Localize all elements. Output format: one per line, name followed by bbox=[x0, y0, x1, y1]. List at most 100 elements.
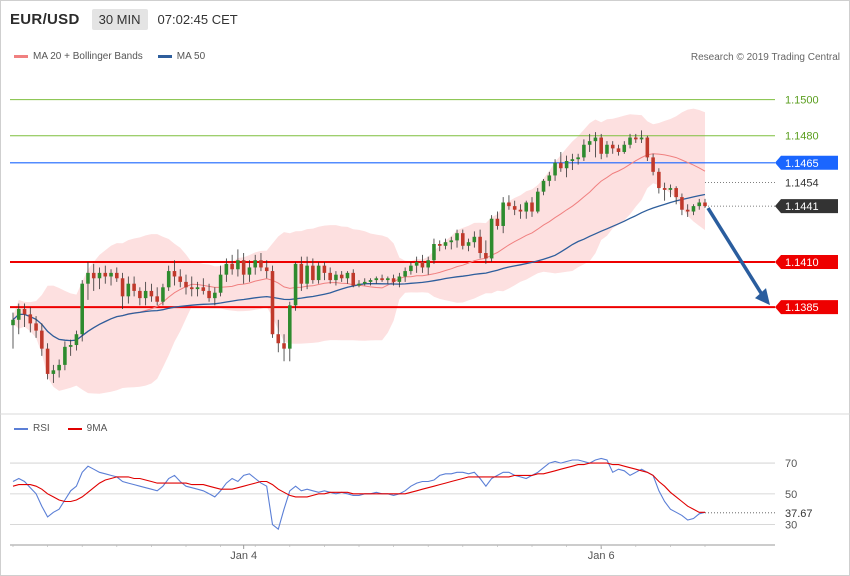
candle-body bbox=[63, 346, 67, 365]
candle-body bbox=[195, 287, 200, 290]
candle-body bbox=[685, 209, 690, 212]
candle-body bbox=[559, 162, 563, 169]
copyright-label: Research © 2019 Trading Central bbox=[690, 52, 840, 63]
candle-body bbox=[420, 262, 425, 268]
candle-body bbox=[553, 162, 557, 176]
candle-body bbox=[334, 274, 338, 281]
candle-body bbox=[120, 278, 125, 297]
candle-body bbox=[461, 233, 465, 246]
candle-body bbox=[489, 218, 494, 259]
candle-body bbox=[276, 334, 281, 344]
candle-body bbox=[155, 296, 159, 302]
last-price-label: 1.1441 bbox=[785, 201, 819, 213]
candle-body bbox=[391, 278, 396, 282]
candle-body bbox=[247, 267, 252, 275]
candle-body bbox=[103, 272, 108, 277]
bollinger-band-area bbox=[13, 108, 705, 394]
candle-body bbox=[45, 348, 50, 374]
resistance-label: 1.1500 bbox=[785, 95, 819, 107]
candle-body bbox=[270, 271, 275, 335]
legend-9ma-label: 9MA bbox=[86, 423, 108, 434]
candle-body bbox=[495, 218, 500, 226]
candle-body bbox=[207, 290, 211, 299]
candle-body bbox=[311, 265, 315, 281]
legend-ma20-label: MA 20 + Bollinger Bands bbox=[33, 51, 143, 62]
candle-body bbox=[582, 144, 586, 158]
candle-body bbox=[409, 265, 413, 272]
support-label: 1.1385 bbox=[785, 302, 819, 314]
candle-body bbox=[639, 137, 644, 140]
candle-body bbox=[86, 272, 90, 284]
rsi-legend: RSI 9MA bbox=[14, 423, 125, 434]
candle-body bbox=[91, 272, 96, 279]
candle-body bbox=[97, 272, 102, 279]
candle-body bbox=[564, 161, 569, 169]
candle-body bbox=[576, 157, 580, 160]
legend-item-ma20: MA 20 + Bollinger Bands bbox=[14, 51, 143, 62]
candle-body bbox=[455, 233, 459, 241]
candle-body bbox=[322, 265, 327, 273]
candle-body bbox=[259, 260, 263, 268]
candle-body bbox=[264, 267, 269, 272]
candle-body bbox=[166, 271, 171, 288]
candle-body bbox=[501, 202, 505, 226]
candle-body bbox=[512, 206, 517, 210]
support-tag bbox=[775, 255, 838, 270]
candle-body bbox=[230, 263, 234, 270]
support-label: 1.1410 bbox=[785, 257, 819, 269]
legend-item-9ma: 9MA bbox=[67, 423, 108, 434]
candle-body bbox=[472, 236, 477, 243]
symbol-label: EUR/USD bbox=[10, 10, 80, 28]
time-tick-label: Jan 4 bbox=[230, 550, 257, 562]
candle-body bbox=[449, 240, 454, 243]
candle-body bbox=[351, 272, 356, 286]
candle-body bbox=[189, 287, 194, 290]
candle-body bbox=[28, 314, 33, 324]
candle-body bbox=[57, 364, 61, 371]
ma9-swatch-icon bbox=[67, 427, 82, 430]
timeframe-button[interactable]: 30 MIN bbox=[91, 8, 148, 30]
forecast-arrow-shaft bbox=[706, 207, 765, 298]
candle-body bbox=[386, 278, 390, 281]
rsi-current-label: 37.67 bbox=[785, 508, 813, 520]
candle-body bbox=[143, 290, 148, 299]
candle-body bbox=[149, 290, 154, 297]
candle-body bbox=[507, 202, 511, 207]
candle-body bbox=[443, 242, 448, 246]
candle-body bbox=[345, 272, 350, 279]
candle-body bbox=[316, 265, 321, 281]
rsi-tick-label: 50 bbox=[785, 489, 797, 501]
legend-item-rsi: RSI bbox=[14, 423, 50, 434]
candle-body bbox=[368, 280, 373, 282]
candle-body bbox=[622, 144, 627, 152]
candle-body bbox=[288, 305, 292, 349]
candle-body bbox=[634, 137, 638, 140]
candle-body bbox=[161, 287, 165, 302]
candle-body bbox=[374, 278, 379, 281]
rsi-swatch-icon bbox=[14, 427, 28, 430]
candle-body bbox=[691, 206, 696, 212]
candle-body bbox=[132, 283, 136, 291]
candle-body bbox=[282, 343, 286, 349]
candle-body bbox=[466, 242, 471, 246]
candle-body bbox=[674, 188, 678, 198]
candle-body bbox=[535, 191, 540, 212]
candle-body bbox=[68, 345, 73, 347]
pivot-tag bbox=[775, 155, 838, 170]
candle-body bbox=[599, 137, 603, 154]
candle-body bbox=[426, 260, 430, 268]
candle-body bbox=[703, 202, 707, 207]
legend-ma50-label: MA 50 bbox=[176, 51, 206, 62]
candle-body bbox=[138, 290, 142, 299]
candle-body bbox=[587, 141, 592, 145]
rsi-ma-line bbox=[12, 462, 705, 513]
candle-body bbox=[241, 260, 246, 275]
rsi-tick-label: 30 bbox=[785, 520, 797, 532]
candle-body bbox=[645, 137, 650, 158]
candle-body bbox=[339, 274, 344, 279]
current-ma-label: 1.1454 bbox=[785, 178, 819, 190]
forecast-arrowhead-icon bbox=[755, 288, 770, 306]
last-price-tag bbox=[775, 199, 838, 214]
candle-body bbox=[610, 144, 615, 149]
